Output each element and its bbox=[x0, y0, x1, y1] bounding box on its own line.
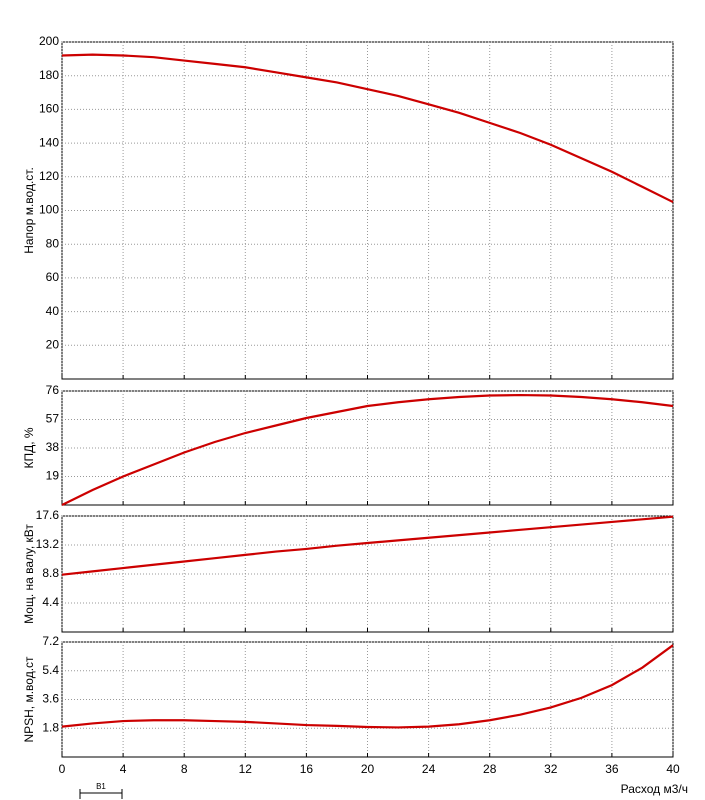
data-line bbox=[61, 515, 674, 576]
x-tick-label: 24 bbox=[422, 762, 436, 776]
x-axis-title: Расход м3/ч bbox=[621, 782, 688, 796]
x-tick-label: 16 bbox=[300, 762, 314, 776]
y-tick-label: 57 bbox=[46, 412, 60, 426]
y-tick-label: 140 bbox=[39, 135, 59, 149]
y-tick-label: 180 bbox=[39, 68, 59, 82]
x-tick-label: 12 bbox=[239, 762, 253, 776]
y-tick-label: 20 bbox=[46, 337, 60, 351]
y-tick-label: 120 bbox=[39, 169, 59, 183]
data-line bbox=[61, 53, 674, 204]
y-tick-label: 4.4 bbox=[42, 595, 59, 609]
y-axis-title: Мощ. на валу, кВт bbox=[22, 524, 36, 624]
y-tick-label: 3.6 bbox=[42, 692, 59, 706]
x-tick-label: 28 bbox=[483, 762, 497, 776]
data-line bbox=[61, 393, 674, 506]
annotation: B1 bbox=[96, 782, 106, 791]
y-axis-title: КПД, % bbox=[22, 427, 36, 468]
x-tick-label: 36 bbox=[605, 762, 619, 776]
y-axis-title: Напор м.вод.ст. bbox=[22, 167, 36, 254]
x-tick-label: 8 bbox=[181, 762, 188, 776]
x-tick-label: 0 bbox=[59, 762, 66, 776]
data-line bbox=[61, 644, 674, 729]
x-tick-label: 20 bbox=[361, 762, 375, 776]
y-tick-label: 76 bbox=[46, 383, 60, 397]
y-tick-label: 8.8 bbox=[42, 566, 59, 580]
y-tick-label: 5.4 bbox=[42, 663, 59, 677]
y-axis-title: NPSH, м.вод.ст bbox=[22, 656, 36, 743]
x-tick-label: 4 bbox=[120, 762, 127, 776]
x-tick-label: 40 bbox=[666, 762, 680, 776]
y-tick-label: 1.8 bbox=[42, 720, 59, 734]
y-tick-label: 100 bbox=[39, 203, 59, 217]
y-tick-label: 40 bbox=[46, 304, 60, 318]
y-tick-label: 7.2 bbox=[42, 634, 59, 648]
y-tick-label: 13.2 bbox=[36, 537, 60, 551]
y-tick-label: 19 bbox=[46, 469, 60, 483]
y-tick-label: 38 bbox=[46, 440, 60, 454]
y-tick-label: 200 bbox=[39, 34, 59, 48]
y-tick-label: 60 bbox=[46, 270, 60, 284]
y-tick-label: 80 bbox=[46, 236, 60, 250]
y-tick-label: 17.6 bbox=[36, 508, 60, 522]
y-tick-label: 160 bbox=[39, 102, 59, 116]
x-tick-label: 32 bbox=[544, 762, 558, 776]
